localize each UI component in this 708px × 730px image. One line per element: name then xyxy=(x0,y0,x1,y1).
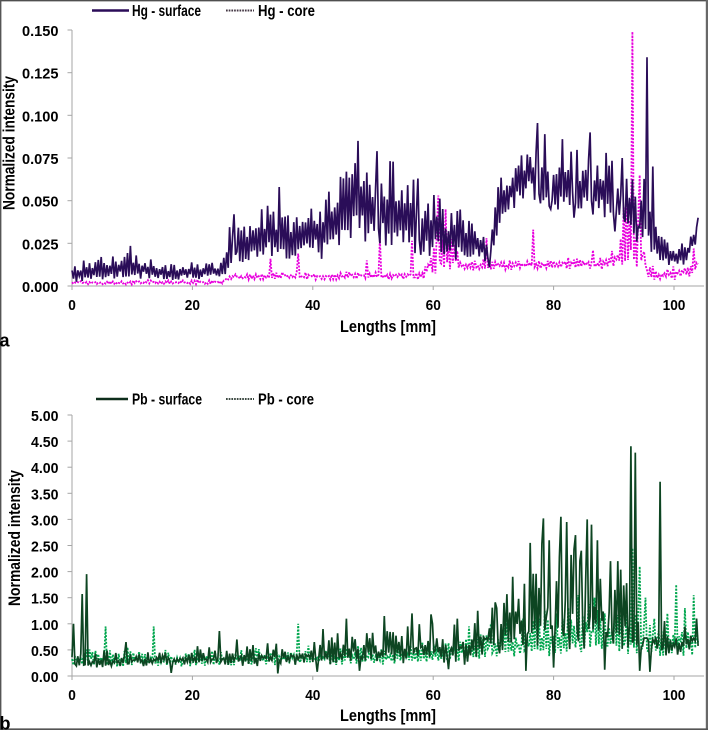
svg-text:b: b xyxy=(0,713,11,730)
svg-text:Hg - surface: Hg - surface xyxy=(132,3,201,20)
svg-text:0.100: 0.100 xyxy=(22,109,59,125)
svg-text:0: 0 xyxy=(68,688,76,704)
svg-text:40: 40 xyxy=(305,688,320,704)
svg-text:100: 100 xyxy=(663,298,686,314)
svg-text:4.50: 4.50 xyxy=(31,435,59,451)
svg-text:2.00: 2.00 xyxy=(31,566,59,582)
svg-text:3.00: 3.00 xyxy=(31,513,59,529)
svg-text:Normalized intensity: Normalized intensity xyxy=(0,76,19,210)
svg-text:2.50: 2.50 xyxy=(31,540,59,556)
svg-text:0.025: 0.025 xyxy=(22,237,59,253)
svg-text:60: 60 xyxy=(426,298,441,314)
svg-text:5.00: 5.00 xyxy=(31,409,59,425)
svg-text:100: 100 xyxy=(663,688,686,704)
svg-text:Lengths [mm]: Lengths [mm] xyxy=(340,317,436,336)
svg-text:80: 80 xyxy=(546,688,561,704)
svg-text:0.050: 0.050 xyxy=(22,195,59,211)
svg-text:0.125: 0.125 xyxy=(22,67,59,83)
svg-text:Lengths [mm]: Lengths [mm] xyxy=(340,706,436,725)
svg-text:60: 60 xyxy=(426,688,441,704)
svg-text:a: a xyxy=(0,331,11,351)
svg-text:20: 20 xyxy=(185,688,200,704)
svg-text:0: 0 xyxy=(68,298,76,314)
svg-text:40: 40 xyxy=(305,298,320,314)
svg-text:1.50: 1.50 xyxy=(31,592,59,608)
svg-text:1.00: 1.00 xyxy=(31,618,59,634)
svg-text:Pb - core: Pb - core xyxy=(258,392,314,409)
svg-text:0.50: 0.50 xyxy=(31,644,59,660)
svg-text:80: 80 xyxy=(546,298,561,314)
svg-text:4.00: 4.00 xyxy=(31,461,59,477)
svg-text:0.075: 0.075 xyxy=(22,152,59,168)
svg-text:Hg - core: Hg - core xyxy=(258,3,315,20)
svg-text:0.00: 0.00 xyxy=(31,670,59,686)
svg-text:Pb - surface: Pb - surface xyxy=(132,392,202,409)
svg-text:0.000: 0.000 xyxy=(22,280,59,296)
svg-text:Normalized intensity: Normalized intensity xyxy=(5,470,24,606)
svg-text:3.50: 3.50 xyxy=(31,487,59,503)
svg-text:20: 20 xyxy=(185,298,200,314)
svg-text:0.150: 0.150 xyxy=(22,24,59,40)
